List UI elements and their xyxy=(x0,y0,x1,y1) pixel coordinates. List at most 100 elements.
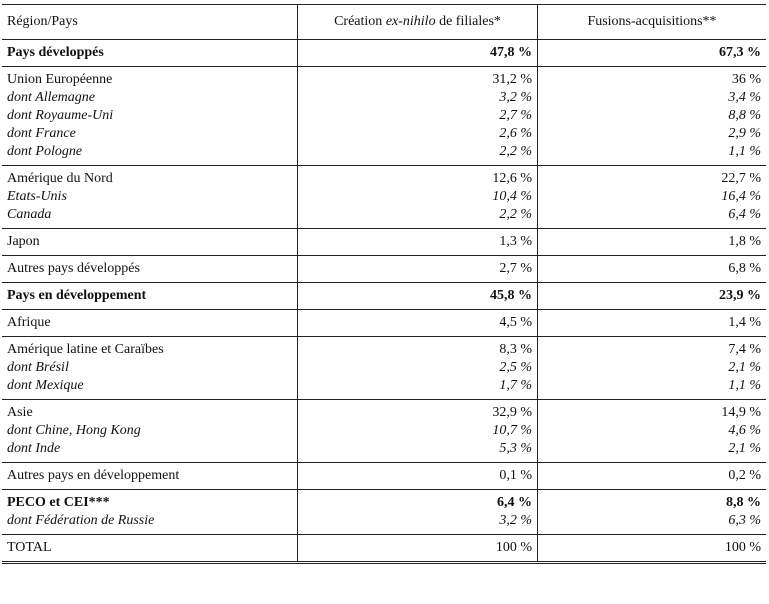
creation-cell: 2,7 % xyxy=(297,255,538,283)
creation-cell: 0,1 % xyxy=(297,462,538,490)
table-row: Amérique du Nord Etats-Unis Canada 12,6 % 10… xyxy=(2,165,766,229)
creation-value: 6,4 % xyxy=(497,495,532,510)
fusions-value: 16,4 % xyxy=(721,189,761,204)
header-creation-italic: ex-nihilo xyxy=(385,14,436,29)
table-row: Union Européenne dont Allemagne dont Royau… xyxy=(2,66,767,166)
region-cell: PECO et CEI*** dont Fédération de Russie xyxy=(2,489,298,535)
region-label: PECO et CEI*** xyxy=(7,495,110,510)
region-label: Afrique xyxy=(7,315,51,330)
table-group: PECO et CEI*** dont Fédération de Russie 6… xyxy=(2,489,767,535)
table-row: Autres pays en développement 0,1 % 0,2 % xyxy=(2,462,767,490)
fusions-cell: 0,2 % xyxy=(538,463,767,490)
region-label: dont Royaume-Uni xyxy=(7,108,114,123)
header-fusions: Fusions-acquisitions** xyxy=(537,4,766,40)
fusions-cell: 1,8 % xyxy=(538,229,767,256)
creation-cell: 100 % xyxy=(297,534,538,563)
table-group: Pays développés 47,8 % 67,3 % xyxy=(2,39,767,67)
fusions-value: 6,3 % xyxy=(728,513,761,528)
fusions-value: 2,9 % xyxy=(728,126,761,141)
region-cell: Autres pays en développement xyxy=(2,462,298,490)
fusions-value: 1,8 % xyxy=(728,234,761,249)
header-region: Région/Pays xyxy=(2,4,298,40)
creation-value: 0,1 % xyxy=(499,468,532,483)
table-group: Afrique 4,5 % 1,4 % xyxy=(2,309,767,337)
creation-value: 5,3 % xyxy=(499,441,532,456)
creation-cell: 1,3 % xyxy=(297,228,538,256)
region-cell: Autres pays développés xyxy=(2,255,298,283)
fusions-cell: 8,8 % 6,3 % xyxy=(538,490,767,535)
region-cell: Pays développés xyxy=(2,39,298,67)
fusions-value: 2,1 % xyxy=(728,360,761,375)
header-creation: Création ex-nihilo de filiales* xyxy=(297,4,538,40)
region-label: Union Européenne xyxy=(7,72,113,87)
table-row: Pays développés 47,8 % 67,3 % xyxy=(2,39,767,67)
header-creation-suffix: de filiales* xyxy=(435,14,501,29)
fusions-value: 0,2 % xyxy=(728,468,761,483)
header-creation-prefix: Création xyxy=(334,14,386,29)
table-group: Autres pays en développement 0,1 % 0,2 % xyxy=(2,462,767,490)
creation-value: 1,3 % xyxy=(499,234,532,249)
region-cell: Asie dont Chine, Hong Kong dont Inde xyxy=(2,399,298,463)
table-row: PECO et CEI*** dont Fédération de Russie 6… xyxy=(2,489,767,535)
table-row: Pays en développement 45,8 % 23,9 % xyxy=(2,282,766,310)
fusions-cell: 1,4 % xyxy=(538,310,767,337)
table-group: Amérique latine et Caraïbes dont Brésil do… xyxy=(2,336,766,400)
table-group: Japon 1,3 % 1,8 % xyxy=(2,228,767,256)
fusions-value: 3,4 % xyxy=(728,90,761,105)
fusions-value: 1,1 % xyxy=(728,144,761,159)
creation-value: 10,7 % xyxy=(492,423,532,438)
region-label: Autres pays développés xyxy=(7,261,140,276)
region-cell: Afrique xyxy=(2,309,298,337)
region-label: dont Fédération de Russie xyxy=(7,513,155,528)
region-label: TOTAL xyxy=(7,540,52,555)
fusions-cell: 67,3 % xyxy=(538,40,767,67)
fdi-table: Région/Pays Création ex-nihilo de filial… xyxy=(2,4,766,564)
creation-cell: 31,2 % 3,2 % 2,7 % 2,6 % 2,2 % xyxy=(297,66,538,166)
table-row: Afrique 4,5 % 1,4 % xyxy=(2,309,767,337)
region-label: dont France xyxy=(7,126,76,141)
fusions-value: 7,4 % xyxy=(728,342,761,357)
region-label: Autres pays en développement xyxy=(7,468,180,483)
region-cell: Amérique latine et Caraïbes dont Brésil do… xyxy=(2,336,298,400)
header-row: Région/Pays Création ex-nihilo de filial… xyxy=(2,4,766,40)
region-label: dont Inde xyxy=(7,441,61,456)
creation-value: 100 % xyxy=(495,540,532,555)
fusions-value: 8,8 % xyxy=(728,108,761,123)
fusions-cell: 100 % xyxy=(538,535,767,563)
region-cell: Pays en développement xyxy=(2,282,298,310)
table-row: Asie dont Chine, Hong Kong dont Inde 32,9 %… xyxy=(2,399,767,463)
table-group: Union Européenne dont Allemagne dont Royau… xyxy=(2,66,767,166)
creation-value: 3,2 % xyxy=(499,513,532,528)
table-group: TOTAL 100 % 100 % xyxy=(2,534,767,563)
fusions-value: 6,4 % xyxy=(728,207,761,222)
creation-cell: 6,4 % 3,2 % xyxy=(297,489,538,535)
fusions-value: 36 % xyxy=(731,72,761,87)
fusions-cell: 14,9 % 4,6 % 2,1 % xyxy=(538,400,767,463)
fusions-cell: 6,8 % xyxy=(538,256,767,283)
fusions-value: 8,8 % xyxy=(726,495,761,510)
fusions-cell: 36 % 3,4 % 8,8 % 2,9 % 1,1 % xyxy=(538,67,767,166)
creation-value: 2,7 % xyxy=(499,108,532,123)
region-label: Japon xyxy=(7,234,40,249)
region-label: Amérique du Nord xyxy=(7,171,113,186)
region-label: Etats-Unis xyxy=(7,189,67,204)
region-cell: Japon xyxy=(2,228,298,256)
fusions-value: 22,7 % xyxy=(721,171,761,186)
creation-value: 1,7 % xyxy=(499,378,532,393)
table-group: Asie dont Chine, Hong Kong dont Inde 32,9 %… xyxy=(2,399,767,463)
table-row: Japon 1,3 % 1,8 % xyxy=(2,228,767,256)
region-label: dont Brésil xyxy=(7,360,69,375)
region-label: dont Pologne xyxy=(7,144,83,159)
table-group: Amérique du Nord Etats-Unis Canada 12,6 % 10… xyxy=(2,165,766,229)
fusions-value: 4,6 % xyxy=(728,423,761,438)
creation-value: 2,7 % xyxy=(499,261,532,276)
creation-cell: 32,9 % 10,7 % 5,3 % xyxy=(297,399,538,463)
table-header: Région/Pays Création ex-nihilo de filial… xyxy=(2,4,766,40)
fusions-value: 100 % xyxy=(724,540,761,555)
table-container: Région/Pays Création ex-nihilo de filial… xyxy=(2,4,766,564)
creation-value: 12,6 % xyxy=(492,171,532,186)
fusions-value: 6,8 % xyxy=(728,261,761,276)
fusions-value: 14,9 % xyxy=(721,405,761,420)
region-cell: Amérique du Nord Etats-Unis Canada xyxy=(2,165,298,229)
fusions-value: 67,3 % xyxy=(719,45,761,60)
